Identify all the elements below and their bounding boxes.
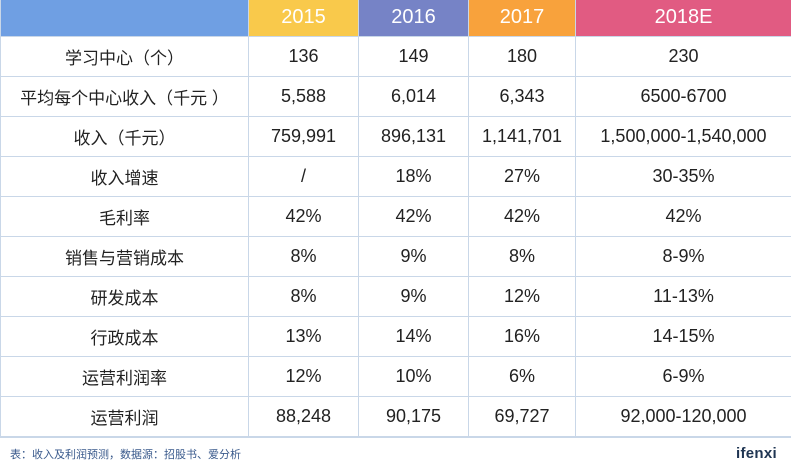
- table-row: 研发成本 8% 9% 12% 11-13%: [0, 275, 791, 317]
- table-cell: 6,343: [468, 75, 576, 117]
- table-cell: 896,131: [358, 115, 469, 157]
- table-cell: 9%: [358, 275, 469, 317]
- table-cell: 88,248: [248, 395, 359, 437]
- header-year-2016: 2016: [358, 0, 469, 37]
- table-cell: 230: [575, 35, 791, 77]
- source-caption: 表：收入及利润预测，数据源：招股书、爱分析: [10, 449, 241, 461]
- table-cell: 6500-6700: [575, 75, 791, 117]
- financial-forecast-table: 2015 2016 2017 2018E 学习中心（个） 136 149 180…: [0, 0, 791, 437]
- table-cell: 5,588: [248, 75, 359, 117]
- table-cell: 42%: [468, 195, 576, 237]
- table-cell: 12%: [468, 275, 576, 317]
- table-cell: 6,014: [358, 75, 469, 117]
- table-row: 运营利润率 12% 10% 6% 6-9%: [0, 355, 791, 397]
- row-label: 运营利润率: [0, 355, 249, 397]
- table-row: 运营利润 88,248 90,175 69,727 92,000-120,000: [0, 395, 791, 437]
- table-row: 学习中心（个） 136 149 180 230: [0, 35, 791, 77]
- table-cell: 1,141,701: [468, 115, 576, 157]
- table-cell: /: [248, 155, 359, 197]
- table-cell: 180: [468, 35, 576, 77]
- row-label: 行政成本: [0, 315, 249, 357]
- header-label-cell: [0, 0, 249, 37]
- table-cell: 8%: [468, 235, 576, 277]
- table-cell: 6%: [468, 355, 576, 397]
- table-cell: 18%: [358, 155, 469, 197]
- table-cell: 9%: [358, 235, 469, 277]
- table-cell: 42%: [575, 195, 791, 237]
- row-label: 平均每个中心收入（千元 ）: [0, 75, 249, 117]
- table-cell: 13%: [248, 315, 359, 357]
- row-label: 销售与营销成本: [0, 235, 249, 277]
- table-row: 平均每个中心收入（千元 ） 5,588 6,014 6,343 6500-670…: [0, 75, 791, 117]
- header-year-2015: 2015: [248, 0, 359, 37]
- row-label: 收入（千元）: [0, 115, 249, 157]
- table-cell: 42%: [248, 195, 359, 237]
- table-row: 销售与营销成本 8% 9% 8% 8-9%: [0, 235, 791, 277]
- table-footer: 表：收入及利润预测，数据源：招股书、爱分析 ifenxi: [0, 437, 791, 470]
- table-cell: 8%: [248, 235, 359, 277]
- ifenxi-logo: ifenxi: [736, 445, 777, 462]
- table-cell: 92,000-120,000: [575, 395, 791, 437]
- table-cell: 136: [248, 35, 359, 77]
- table-cell: 14%: [358, 315, 469, 357]
- table-cell: 42%: [358, 195, 469, 237]
- table-row: 收入（千元） 759,991 896,131 1,141,701 1,500,0…: [0, 115, 791, 157]
- table-cell: 16%: [468, 315, 576, 357]
- table-cell: 90,175: [358, 395, 469, 437]
- row-label: 毛利率: [0, 195, 249, 237]
- table-cell: 149: [358, 35, 469, 77]
- table-cell: 69,727: [468, 395, 576, 437]
- row-label: 学习中心（个）: [0, 35, 249, 77]
- table-row: 行政成本 13% 14% 16% 14-15%: [0, 315, 791, 357]
- header-row: 2015 2016 2017 2018E: [0, 0, 791, 37]
- table-cell: 6-9%: [575, 355, 791, 397]
- table-cell: 759,991: [248, 115, 359, 157]
- table-cell: 8%: [248, 275, 359, 317]
- table-cell: 12%: [248, 355, 359, 397]
- table-cell: 14-15%: [575, 315, 791, 357]
- row-label: 研发成本: [0, 275, 249, 317]
- table-cell: 11-13%: [575, 275, 791, 317]
- row-label: 运营利润: [0, 395, 249, 437]
- row-label: 收入增速: [0, 155, 249, 197]
- table-cell: 27%: [468, 155, 576, 197]
- table-cell: 8-9%: [575, 235, 791, 277]
- table-cell: 10%: [358, 355, 469, 397]
- table-cell: 30-35%: [575, 155, 791, 197]
- header-year-2017: 2017: [468, 0, 576, 37]
- table-cell: 1,500,000-1,540,000: [575, 115, 791, 157]
- table-row: 收入增速 / 18% 27% 30-35%: [0, 155, 791, 197]
- header-year-2018e: 2018E: [575, 0, 791, 37]
- table-row: 毛利率 42% 42% 42% 42%: [0, 195, 791, 237]
